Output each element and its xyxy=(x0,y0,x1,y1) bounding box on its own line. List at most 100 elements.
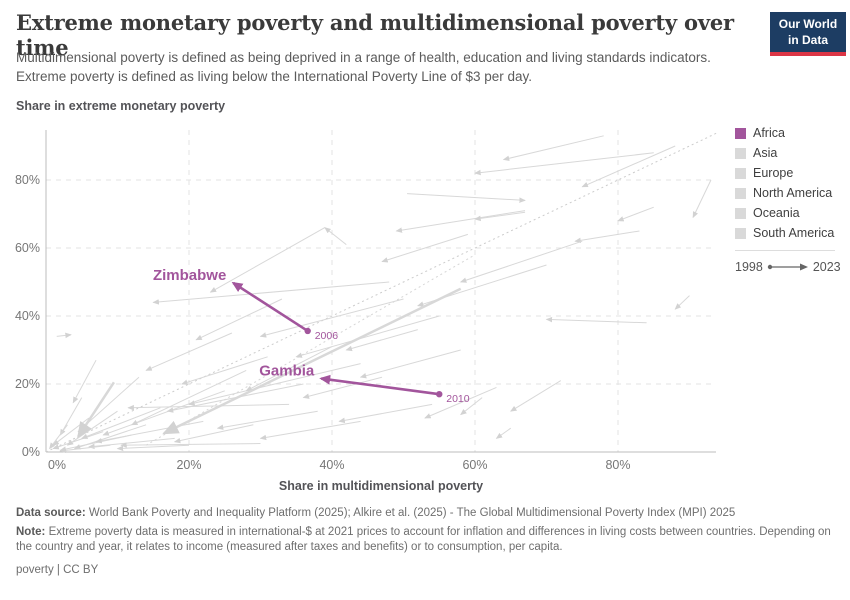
x-tick-label: 80% xyxy=(605,458,630,472)
legend-swatch-south-america xyxy=(735,227,746,239)
start-year-label: 2010 xyxy=(446,393,470,405)
background-arrow xyxy=(359,349,461,379)
legend-swatch-africa xyxy=(735,127,746,139)
background-arrow xyxy=(73,424,147,450)
country-label: Gambia xyxy=(259,363,315,380)
legend: Africa Asia Europe North America Oceania… xyxy=(735,126,845,274)
country-arrow[interactable] xyxy=(231,281,309,333)
background-arrow xyxy=(574,230,640,244)
background-arrow xyxy=(338,403,433,424)
background-arrow xyxy=(80,407,161,439)
axis-tick-labels: 0% 20% 40% 60% 80% 0% 20% 40% 60% 80% xyxy=(15,173,631,472)
background-arrow xyxy=(617,206,654,222)
background-arrow xyxy=(381,233,469,263)
background-arrow xyxy=(52,431,104,450)
background-arrow xyxy=(52,417,90,446)
background-arrow xyxy=(395,210,526,233)
background-arrow xyxy=(502,135,604,161)
background-arrow xyxy=(216,410,318,430)
background-arrow xyxy=(145,332,233,371)
x-tick-label: 0% xyxy=(48,458,66,472)
country-start-point[interactable] xyxy=(304,327,311,335)
y-axis-title: Share in extreme monetary poverty xyxy=(16,99,226,113)
country-arrow[interactable] xyxy=(319,374,440,396)
chart-subtitle: Multidimensional poverty is defined as b… xyxy=(16,50,711,85)
owid-logo: Our World in Data xyxy=(770,12,846,56)
background-arrow xyxy=(245,346,333,392)
background-arrow xyxy=(162,287,462,435)
legend-swatch-oceania xyxy=(735,207,746,219)
highlighted-country-arrows: 2006 Zimbabwe 2010 Gambia xyxy=(153,267,470,405)
legend-divider xyxy=(735,250,835,251)
background-arrow xyxy=(259,420,361,441)
background-arrow xyxy=(460,397,483,416)
background-arrow xyxy=(127,403,290,411)
legend-label: Asia xyxy=(753,146,778,160)
y-tick-label: 20% xyxy=(15,377,40,391)
page-title: Extreme monetary poverty and multidimens… xyxy=(16,10,734,60)
grid-lines xyxy=(46,130,716,452)
legend-item-asia[interactable]: Asia xyxy=(735,146,845,160)
y-tick-label: 0% xyxy=(22,445,40,459)
background-arrow xyxy=(209,227,326,293)
legend-label: North America xyxy=(753,186,833,200)
background-arrow xyxy=(407,193,526,203)
background-arrow xyxy=(259,298,404,338)
y-tick-label: 80% xyxy=(15,173,40,187)
x-axis-title: Share in multidimensional poverty xyxy=(278,479,484,493)
background-arrow xyxy=(510,380,562,412)
background-arrow xyxy=(581,145,676,188)
background-arrow xyxy=(49,424,68,450)
background-arrow xyxy=(545,316,647,324)
legend-item-oceania[interactable]: Oceania xyxy=(735,206,845,220)
legend-item-north-america[interactable]: North America xyxy=(735,186,845,200)
background-arrow xyxy=(495,427,512,439)
chart-canvas: 2006 Zimbabwe 2010 Gambia 0% 20% 40% 60% 80% 0% 2… xyxy=(15,130,719,472)
background-arrow xyxy=(116,444,190,452)
background-arrow xyxy=(56,332,72,339)
background-arrow xyxy=(66,410,118,446)
time-range-start: 1998 xyxy=(735,260,763,274)
license-line[interactable]: poverty | CC BY xyxy=(16,563,99,576)
legend-swatch-europe xyxy=(735,167,746,179)
highlighted-series-zimbabwe[interactable]: 2006 Zimbabwe xyxy=(153,267,338,342)
background-arrow xyxy=(692,179,712,219)
legend-label: South America xyxy=(753,226,835,240)
data-source-line: Data source: World Bank Poverty and Ineq… xyxy=(16,507,736,519)
legend-label: Oceania xyxy=(753,206,800,220)
background-arrow xyxy=(131,369,247,426)
legend-item-south-america[interactable]: South America xyxy=(735,226,845,240)
x-tick-label: 40% xyxy=(319,458,344,472)
legend-swatch-north-america xyxy=(735,187,746,199)
background-arrow xyxy=(102,390,225,436)
note-line: Note: Extreme poverty data is measured i… xyxy=(16,525,831,554)
background-arrow xyxy=(72,359,97,404)
background-arrow xyxy=(181,356,268,385)
background-arrow xyxy=(173,424,254,444)
time-arrow-icon xyxy=(767,263,808,271)
y-tick-label: 40% xyxy=(15,309,40,323)
background-arrow xyxy=(424,386,497,419)
identity-dotted-line xyxy=(45,131,719,453)
background-arrow xyxy=(459,240,583,283)
country-label: Zimbabwe xyxy=(153,267,226,284)
legend-item-africa[interactable]: Africa xyxy=(735,126,845,140)
background-arrow xyxy=(324,227,347,245)
background-arrow xyxy=(88,437,175,450)
country-start-point[interactable] xyxy=(436,391,443,398)
owid-logo-line1: Our World xyxy=(778,17,838,31)
time-range: 1998 2023 xyxy=(735,260,845,274)
background-arrow xyxy=(302,376,383,399)
background-arrow xyxy=(77,381,115,439)
axes xyxy=(45,130,716,453)
background-arrow xyxy=(295,315,440,358)
background-arrow xyxy=(474,152,654,176)
highlighted-series-gambia[interactable]: 2010 Gambia xyxy=(259,363,470,406)
x-tick-label: 60% xyxy=(462,458,487,472)
owid-logo-line2: in Data xyxy=(787,33,828,48)
background-arrow xyxy=(59,444,111,454)
x-tick-label: 20% xyxy=(176,458,201,472)
background-arrow xyxy=(474,211,526,222)
y-tick-label: 60% xyxy=(15,241,40,255)
legend-item-europe[interactable]: Europe xyxy=(735,166,845,180)
